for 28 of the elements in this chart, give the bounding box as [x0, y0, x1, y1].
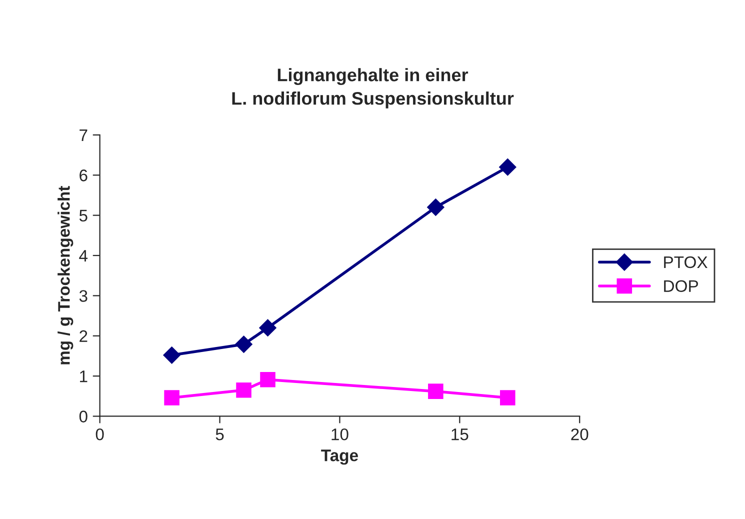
legend-label: PTOX — [664, 256, 708, 268]
y-tick-label: 3 — [79, 290, 88, 302]
point — [428, 384, 444, 399]
x-tick-label: 15 — [452, 428, 468, 440]
point — [499, 158, 516, 176]
y-tick-label: 7 — [80, 130, 88, 141]
point — [163, 346, 180, 364]
point — [236, 382, 252, 398]
chart-title: Lignangehalte in einer L. nodiflorum Suspensionskultur — [232, 68, 514, 108]
legend-label: DOP — [664, 280, 698, 292]
x-tick-label: 10 — [332, 428, 348, 440]
x-tick-label: 20 — [571, 428, 588, 440]
point — [260, 372, 276, 388]
y-axis-title: mg / g Trockengewicht — [58, 186, 74, 364]
y-tick-label: 6 — [80, 170, 88, 182]
x-tick-label: 0 — [96, 428, 104, 440]
point — [164, 390, 180, 406]
y-tick-label: 2 — [80, 330, 88, 342]
point — [235, 336, 252, 353]
y-tick-label: 4 — [79, 250, 88, 262]
x-tick-label: 5 — [216, 428, 224, 440]
x-axis-title: Tage — [321, 450, 358, 465]
point — [259, 319, 276, 336]
y-tick-label: 1 — [80, 370, 88, 382]
y-tick-label: 5 — [79, 210, 88, 222]
point — [500, 390, 516, 406]
y-tick-label: 0 — [79, 410, 88, 422]
point — [427, 198, 444, 216]
